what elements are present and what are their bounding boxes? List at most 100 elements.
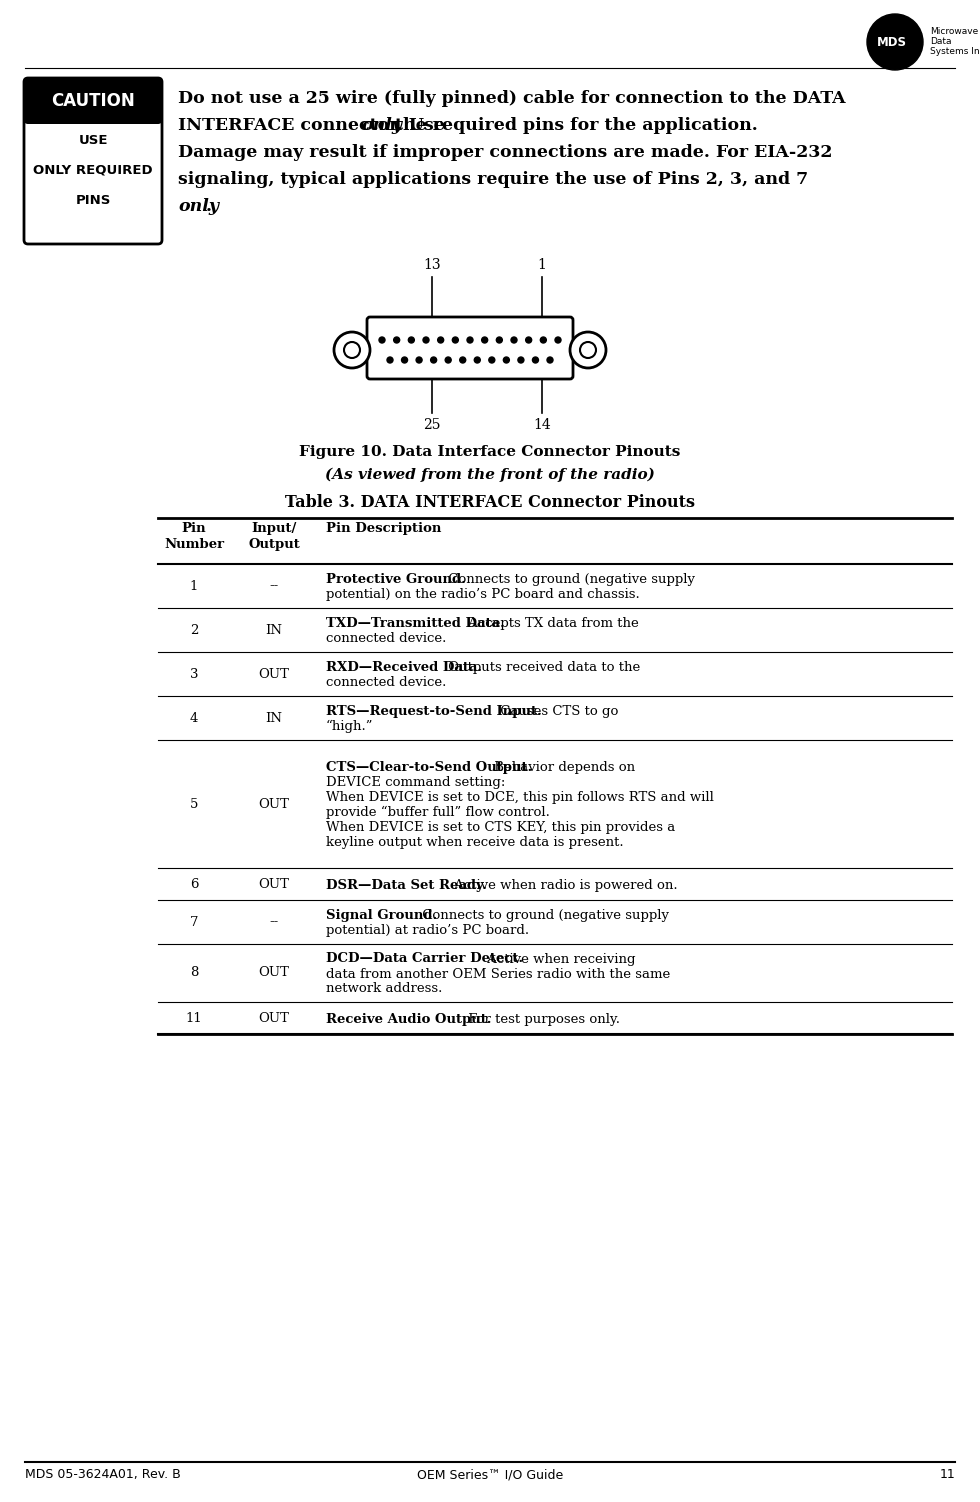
Text: 3: 3 <box>190 667 198 680</box>
Circle shape <box>481 336 488 342</box>
Circle shape <box>430 357 437 363</box>
Text: Input/
Output: Input/ Output <box>248 523 300 551</box>
Text: potential) at radio’s PC board.: potential) at radio’s PC board. <box>326 924 529 937</box>
Circle shape <box>511 336 517 342</box>
FancyBboxPatch shape <box>24 78 162 243</box>
Text: 11: 11 <box>939 1467 955 1481</box>
Circle shape <box>394 336 400 342</box>
Text: 2: 2 <box>190 623 198 637</box>
Text: 14: 14 <box>533 418 551 433</box>
Text: Connects to ground (negative supply: Connects to ground (negative supply <box>417 909 668 922</box>
Text: connected device.: connected device. <box>326 632 446 644</box>
Text: Figure 10. Data Interface Connector Pinouts: Figure 10. Data Interface Connector Pino… <box>299 445 681 460</box>
Text: Pin
Number: Pin Number <box>164 523 224 551</box>
Text: OUT: OUT <box>259 1011 289 1024</box>
Text: Accepts TX data from the: Accepts TX data from the <box>464 617 638 629</box>
Circle shape <box>402 357 408 363</box>
FancyBboxPatch shape <box>24 78 162 125</box>
Circle shape <box>547 357 553 363</box>
Text: USE: USE <box>78 134 108 147</box>
Text: 7: 7 <box>190 916 198 928</box>
Text: data from another OEM Series radio with the same: data from another OEM Series radio with … <box>326 967 670 981</box>
Text: network address.: network address. <box>326 982 442 996</box>
Text: MDS: MDS <box>877 36 907 48</box>
Text: DSR—Data Set Ready.: DSR—Data Set Ready. <box>326 879 487 892</box>
Text: Damage may result if improper connections are made. For EIA-232: Damage may result if improper connection… <box>178 144 832 161</box>
Text: INTERFACE connector. Use: INTERFACE connector. Use <box>178 117 451 134</box>
Circle shape <box>489 357 495 363</box>
Text: .: . <box>205 198 212 215</box>
Text: When DEVICE is set to CTS KEY, this pin provides a: When DEVICE is set to CTS KEY, this pin … <box>326 822 675 834</box>
Text: Signal Ground.: Signal Ground. <box>326 909 437 922</box>
Circle shape <box>504 357 510 363</box>
Circle shape <box>467 336 473 342</box>
Text: 4: 4 <box>190 712 198 724</box>
Text: Receive Audio Output.: Receive Audio Output. <box>326 1012 492 1026</box>
Text: “high.”: “high.” <box>326 719 373 733</box>
Circle shape <box>570 332 606 368</box>
Text: signaling, typical applications require the use of Pins 2, 3, and 7: signaling, typical applications require … <box>178 171 808 188</box>
Text: Microwave: Microwave <box>930 27 978 36</box>
Text: 13: 13 <box>423 258 441 272</box>
Circle shape <box>445 357 451 363</box>
Text: the required pins for the application.: the required pins for the application. <box>389 117 758 134</box>
Circle shape <box>438 336 444 342</box>
Text: connected device.: connected device. <box>326 676 446 689</box>
Text: When DEVICE is set to DCE, this pin follows RTS and will: When DEVICE is set to DCE, this pin foll… <box>326 792 713 804</box>
Text: Behavior depends on: Behavior depends on <box>490 762 635 774</box>
Text: Connects to ground (negative supply: Connects to ground (negative supply <box>444 572 695 586</box>
Text: DEVICE command setting:: DEVICE command setting: <box>326 777 506 789</box>
Circle shape <box>525 336 532 342</box>
Text: Systems Inc.: Systems Inc. <box>930 48 980 57</box>
Text: RXD—Received Data.: RXD—Received Data. <box>326 661 482 674</box>
Text: Pin Description: Pin Description <box>326 523 441 535</box>
Bar <box>28 101 158 120</box>
Text: OUT: OUT <box>259 966 289 979</box>
Text: Active when receiving: Active when receiving <box>483 952 636 966</box>
Circle shape <box>344 342 360 357</box>
Text: IN: IN <box>266 712 282 724</box>
Circle shape <box>540 336 546 342</box>
Text: IN: IN <box>266 623 282 637</box>
Text: PINS: PINS <box>75 194 111 206</box>
Text: For test purposes only.: For test purposes only. <box>464 1012 619 1026</box>
Text: Do not use a 25 wire (fully pinned) cable for connection to the DATA: Do not use a 25 wire (fully pinned) cabl… <box>178 90 846 107</box>
Text: 1: 1 <box>190 580 198 592</box>
Text: keyline output when receive data is present.: keyline output when receive data is pres… <box>326 837 623 849</box>
Circle shape <box>416 357 422 363</box>
Text: 6: 6 <box>190 877 198 891</box>
Text: CTS—Clear-to-Send Output.: CTS—Clear-to-Send Output. <box>326 762 532 774</box>
Circle shape <box>460 357 465 363</box>
Circle shape <box>334 332 370 368</box>
FancyBboxPatch shape <box>367 317 573 379</box>
Text: TXD—Transmitted Data.: TXD—Transmitted Data. <box>326 617 505 629</box>
Circle shape <box>387 357 393 363</box>
Text: Table 3. DATA INTERFACE Connector Pinouts: Table 3. DATA INTERFACE Connector Pinout… <box>285 494 695 511</box>
Text: OUT: OUT <box>259 798 289 811</box>
Circle shape <box>867 14 923 71</box>
Text: 5: 5 <box>190 798 198 811</box>
Text: Data: Data <box>930 38 952 47</box>
Text: 8: 8 <box>190 966 198 979</box>
Text: Active when radio is powered on.: Active when radio is powered on. <box>451 879 678 892</box>
Text: RTS—Request-to-Send Input.: RTS—Request-to-Send Input. <box>326 704 542 718</box>
Text: --: -- <box>270 580 278 592</box>
Circle shape <box>453 336 459 342</box>
Text: CAUTION: CAUTION <box>51 92 135 110</box>
Circle shape <box>474 357 480 363</box>
Text: OUT: OUT <box>259 877 289 891</box>
Text: Protective Ground.: Protective Ground. <box>326 572 466 586</box>
Text: only: only <box>178 198 219 215</box>
Text: DCD—Data Carrier Detect.: DCD—Data Carrier Detect. <box>326 952 523 966</box>
Text: potential) on the radio’s PC board and chassis.: potential) on the radio’s PC board and c… <box>326 587 640 601</box>
Text: --: -- <box>270 916 278 928</box>
Text: 1: 1 <box>538 258 547 272</box>
Circle shape <box>555 336 561 342</box>
Circle shape <box>409 336 415 342</box>
Text: ONLY REQUIRED: ONLY REQUIRED <box>33 164 153 177</box>
Text: 11: 11 <box>185 1011 203 1024</box>
Text: OEM Series™ I/O Guide: OEM Series™ I/O Guide <box>416 1467 564 1481</box>
Text: only: only <box>362 117 403 134</box>
Text: (As viewed from the front of the radio): (As viewed from the front of the radio) <box>325 469 655 482</box>
Text: Causes CTS to go: Causes CTS to go <box>496 704 618 718</box>
